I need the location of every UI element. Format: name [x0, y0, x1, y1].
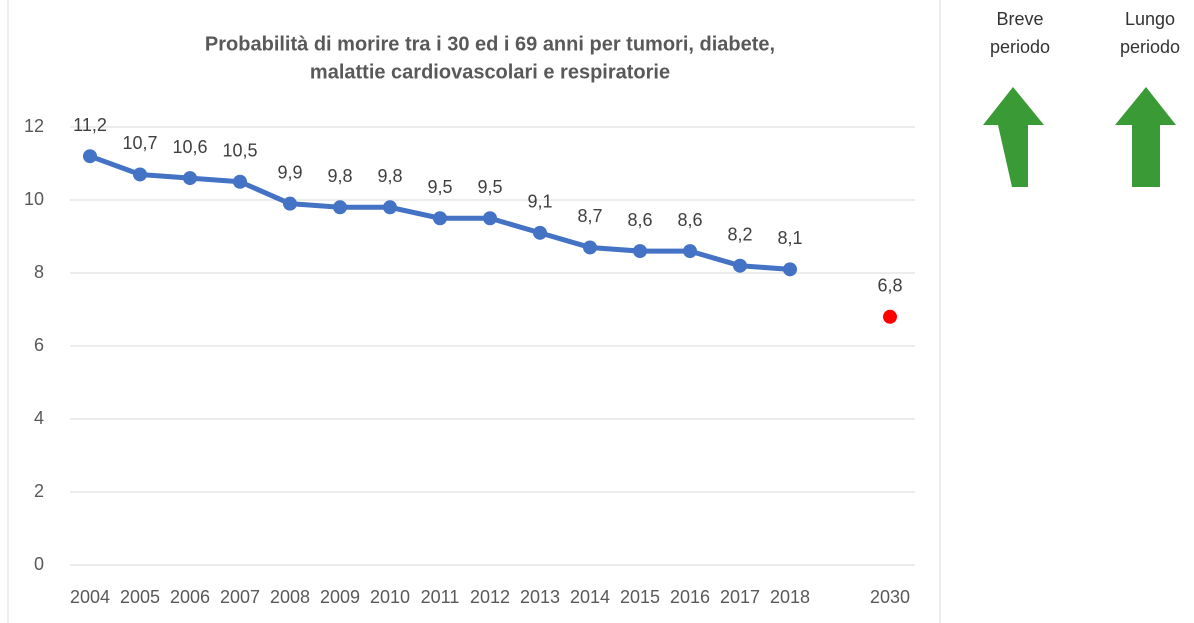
x-tick-label: 2008 — [270, 587, 310, 607]
x-tick-label: 2014 — [570, 587, 610, 607]
data-point — [583, 240, 597, 255]
x-tick-label: 2018 — [770, 587, 810, 607]
annotation: periodo — [990, 37, 1050, 57]
y-tick-label: 2 — [34, 481, 44, 501]
data-point — [133, 167, 147, 182]
data-point — [483, 211, 497, 226]
x-tick-label: 2012 — [470, 587, 510, 607]
data-point — [333, 200, 347, 215]
x-tick-label: 2005 — [120, 587, 160, 607]
data-label: 9,5 — [477, 177, 502, 197]
data-label: 9,8 — [377, 166, 402, 186]
y-tick-label: 10 — [24, 189, 44, 209]
up-arrow — [1115, 87, 1176, 187]
data-label: 10,5 — [222, 141, 257, 161]
data-label: 6,8 — [877, 276, 902, 296]
data-label: 9,8 — [327, 166, 352, 186]
y-tick-label: 12 — [24, 116, 44, 136]
data-point — [683, 244, 697, 259]
data-point — [183, 171, 197, 186]
x-tick-label: 2015 — [620, 587, 660, 607]
y-tick-label: 4 — [34, 408, 44, 428]
data-label: 10,7 — [122, 133, 157, 153]
x-tick-label: 2009 — [320, 587, 360, 607]
y-tick-label: 8 — [34, 262, 44, 282]
y-tick-label: 0 — [34, 554, 44, 574]
data-point — [883, 309, 897, 324]
data-point — [283, 196, 297, 211]
annotation: Lungo — [1125, 9, 1175, 29]
x-tick-label: 2030 — [870, 587, 910, 607]
data-point — [433, 211, 447, 226]
data-label: 8,6 — [677, 210, 702, 230]
data-label: 8,1 — [777, 228, 802, 248]
data-point — [633, 244, 647, 259]
x-tick-label: 2007 — [220, 587, 260, 607]
data-label: 8,2 — [727, 224, 752, 244]
data-label: 10,6 — [172, 137, 207, 157]
y-tick-label: 6 — [34, 335, 44, 355]
data-label: 9,9 — [277, 162, 302, 182]
data-point — [383, 200, 397, 215]
data-label: 8,6 — [627, 210, 652, 230]
data-point — [733, 258, 747, 273]
x-tick-label: 2017 — [720, 587, 760, 607]
data-label: 8,7 — [577, 206, 602, 226]
chart-title: malattie cardiovascolari e respiratorie — [310, 61, 670, 83]
x-tick-label: 2004 — [70, 587, 110, 607]
annotation: Breve — [996, 9, 1043, 29]
annotation: periodo — [1120, 37, 1180, 57]
data-label: 9,5 — [427, 177, 452, 197]
x-tick-label: 2013 — [520, 587, 560, 607]
x-tick-label: 2016 — [670, 587, 710, 607]
data-label: 11,2 — [73, 115, 107, 135]
data-point — [233, 174, 247, 189]
data-point — [533, 225, 547, 240]
up-arrow — [983, 87, 1044, 187]
x-tick-label: 2011 — [421, 587, 460, 607]
data-point — [783, 262, 797, 277]
data-point — [83, 149, 97, 164]
data-label: 9,1 — [527, 192, 552, 212]
x-tick-label: 2010 — [370, 587, 410, 607]
x-tick-label: 2006 — [170, 587, 210, 607]
chart-title: Probabilità di morire tra i 30 ed i 69 a… — [205, 33, 775, 55]
